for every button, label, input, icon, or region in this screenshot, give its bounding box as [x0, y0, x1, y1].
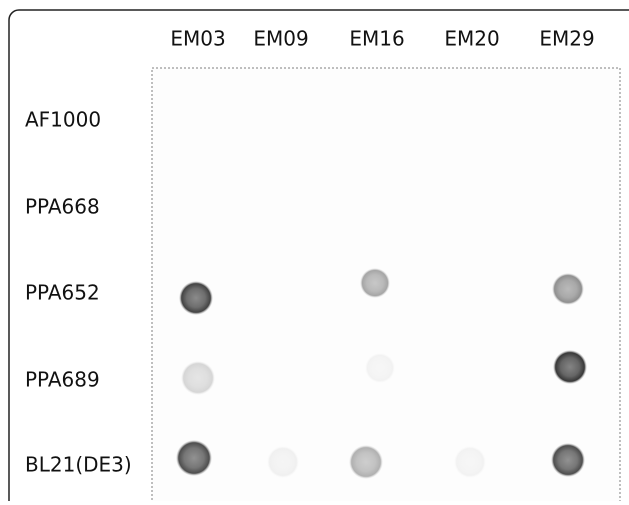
row-label: PPA668	[25, 195, 100, 219]
column-label: EM03	[170, 27, 225, 51]
dot	[267, 446, 299, 478]
row-label: PPA689	[25, 368, 100, 392]
row-label: PPA652	[25, 281, 100, 305]
dot	[365, 353, 395, 383]
dot	[179, 281, 213, 315]
column-label: EM20	[444, 27, 499, 51]
column-label: EM29	[539, 27, 594, 51]
column-label: EM16	[349, 27, 404, 51]
dot	[360, 268, 390, 298]
dot	[552, 273, 584, 305]
row-label: BL21(DE3)	[25, 453, 132, 477]
dot	[349, 445, 383, 479]
dot	[181, 361, 215, 395]
row-label: AF1000	[25, 108, 101, 132]
dot	[454, 446, 486, 478]
dot	[551, 443, 585, 477]
dot	[176, 440, 212, 476]
page: EM03 EM09 EM16 EM20 EM29 AF1000 PPA668 P…	[0, 0, 629, 501]
figure: EM03 EM09 EM16 EM20 EM29 AF1000 PPA668 P…	[0, 0, 629, 501]
column-label: EM09	[253, 27, 308, 51]
dot	[553, 350, 587, 384]
